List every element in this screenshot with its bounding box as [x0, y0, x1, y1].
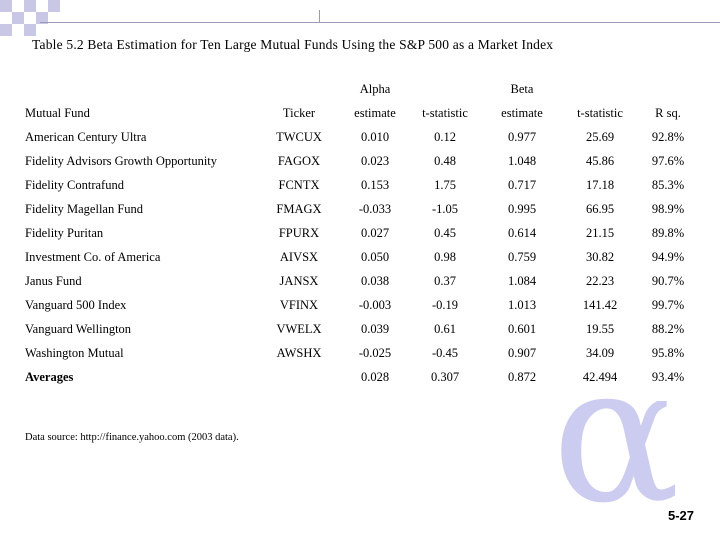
table-title: Table 5.2 Beta Estimation for Ten Large … — [32, 37, 554, 52]
header-alpha-group: Alpha — [359, 82, 391, 96]
alpha-estimate: -0.033 — [358, 202, 392, 216]
ticker: VWELX — [276, 322, 322, 336]
header-alpha-tstat: t-statistic — [422, 106, 468, 120]
ticker: AIVSX — [279, 250, 319, 264]
r-squared: 90.7% — [651, 274, 685, 288]
alpha-estimate: -0.003 — [358, 298, 392, 312]
alpha-watermark-icon: α — [556, 340, 676, 530]
header-beta-group: Beta — [510, 82, 534, 96]
alpha-tstat: 0.98 — [434, 250, 456, 264]
beta-estimate: 0.907 — [507, 346, 537, 360]
alpha-estimate: 0.050 — [360, 250, 390, 264]
avg-beta-estimate: 0.872 — [507, 370, 537, 384]
fund-name: Vanguard Wellington — [25, 322, 132, 336]
alpha-estimate: 0.010 — [360, 130, 390, 144]
beta-estimate: 0.759 — [507, 250, 537, 264]
alpha-tstat: -0.19 — [431, 298, 459, 312]
alpha-tstat: 0.12 — [434, 130, 456, 144]
header-mutual-fund: Mutual Fund — [25, 106, 90, 120]
header-beta-tstat: t-statistic — [577, 106, 623, 120]
ticker: JANSX — [279, 274, 319, 288]
alpha-tstat: -0.45 — [431, 346, 459, 360]
beta-tstat: 45.86 — [585, 154, 615, 168]
ticker: AWSHX — [276, 346, 322, 360]
alpha-tstat: 0.45 — [434, 226, 456, 240]
corner-checker-decoration — [0, 0, 60, 48]
beta-tstat: 25.69 — [585, 130, 615, 144]
alpha-estimate: 0.027 — [360, 226, 390, 240]
alpha-tstat: -1.05 — [431, 202, 459, 216]
beta-tstat: 19.55 — [585, 322, 615, 336]
beta-estimate: 0.601 — [507, 322, 537, 336]
fund-name: Fidelity Puritan — [25, 226, 104, 240]
svg-text:α: α — [556, 340, 676, 530]
beta-estimate: 0.717 — [507, 178, 537, 192]
alpha-estimate: 0.153 — [360, 178, 390, 192]
ticker: FPURX — [278, 226, 320, 240]
ticker: FMAGX — [276, 202, 322, 216]
alpha-tstat: 0.61 — [434, 322, 456, 336]
fund-name: Fidelity Contrafund — [25, 178, 124, 192]
header-beta-estimate: estimate — [501, 106, 543, 120]
alpha-estimate: -0.025 — [358, 346, 392, 360]
fund-name: Washington Mutual — [25, 346, 124, 360]
header-tick — [319, 10, 320, 23]
alpha-estimate: 0.023 — [360, 154, 390, 168]
ticker: VFINX — [279, 298, 319, 312]
fund-name: Fidelity Magellan Fund — [25, 202, 144, 216]
alpha-tstat: 0.48 — [434, 154, 456, 168]
r-squared: 89.8% — [651, 226, 685, 240]
beta-estimate: 0.995 — [507, 202, 537, 216]
fund-name: Vanguard 500 Index — [25, 298, 127, 312]
beta-estimate: 1.013 — [507, 298, 537, 312]
ticker: FAGOX — [277, 154, 321, 168]
alpha-tstat: 1.75 — [434, 178, 456, 192]
avg-r-squared: 93.4% — [651, 370, 685, 384]
beta-tstat: 21.15 — [585, 226, 615, 240]
beta-tstat: 66.95 — [585, 202, 615, 216]
fund-name: Fidelity Advisors Growth Opportunity — [25, 154, 218, 168]
avg-alpha-tstat: 0.307 — [430, 370, 460, 384]
fund-name: Investment Co. of America — [25, 250, 161, 264]
r-squared: 95.8% — [651, 346, 685, 360]
beta-estimate: 0.614 — [507, 226, 537, 240]
r-squared: 94.9% — [651, 250, 685, 264]
beta-estimate: 0.977 — [507, 130, 537, 144]
beta-tstat: 34.09 — [585, 346, 615, 360]
alpha-estimate: 0.039 — [360, 322, 390, 336]
beta-estimate: 1.084 — [507, 274, 537, 288]
alpha-tstat: 0.37 — [434, 274, 456, 288]
r-squared: 99.7% — [651, 298, 685, 312]
avg-beta-tstat: 42.494 — [582, 370, 618, 384]
alpha-estimate: 0.038 — [360, 274, 390, 288]
beta-tstat: 17.18 — [585, 178, 615, 192]
fund-name: American Century Ultra — [25, 130, 147, 144]
ticker: FCNTX — [278, 178, 320, 192]
header-rule — [40, 22, 720, 23]
r-squared: 88.2% — [651, 322, 685, 336]
ticker: TWCUX — [276, 130, 322, 144]
beta-tstat: 22.23 — [585, 274, 615, 288]
data-source-note: Data source: http://finance.yahoo.com (2… — [25, 432, 239, 443]
header-alpha-estimate: estimate — [354, 106, 396, 120]
page-number: 5-27 — [667, 508, 694, 523]
beta-estimate: 1.048 — [507, 154, 537, 168]
header-ticker: Ticker — [282, 106, 316, 120]
r-squared: 97.6% — [651, 154, 685, 168]
beta-tstat: 141.42 — [582, 298, 618, 312]
header-r-squared: R sq. — [655, 106, 681, 120]
r-squared: 98.9% — [651, 202, 685, 216]
r-squared: 85.3% — [651, 178, 685, 192]
avg-alpha-estimate: 0.028 — [360, 370, 390, 384]
r-squared: 92.8% — [651, 130, 685, 144]
averages-label: Averages — [25, 370, 74, 384]
beta-tstat: 30.82 — [585, 250, 615, 264]
fund-name: Janus Fund — [25, 274, 82, 288]
